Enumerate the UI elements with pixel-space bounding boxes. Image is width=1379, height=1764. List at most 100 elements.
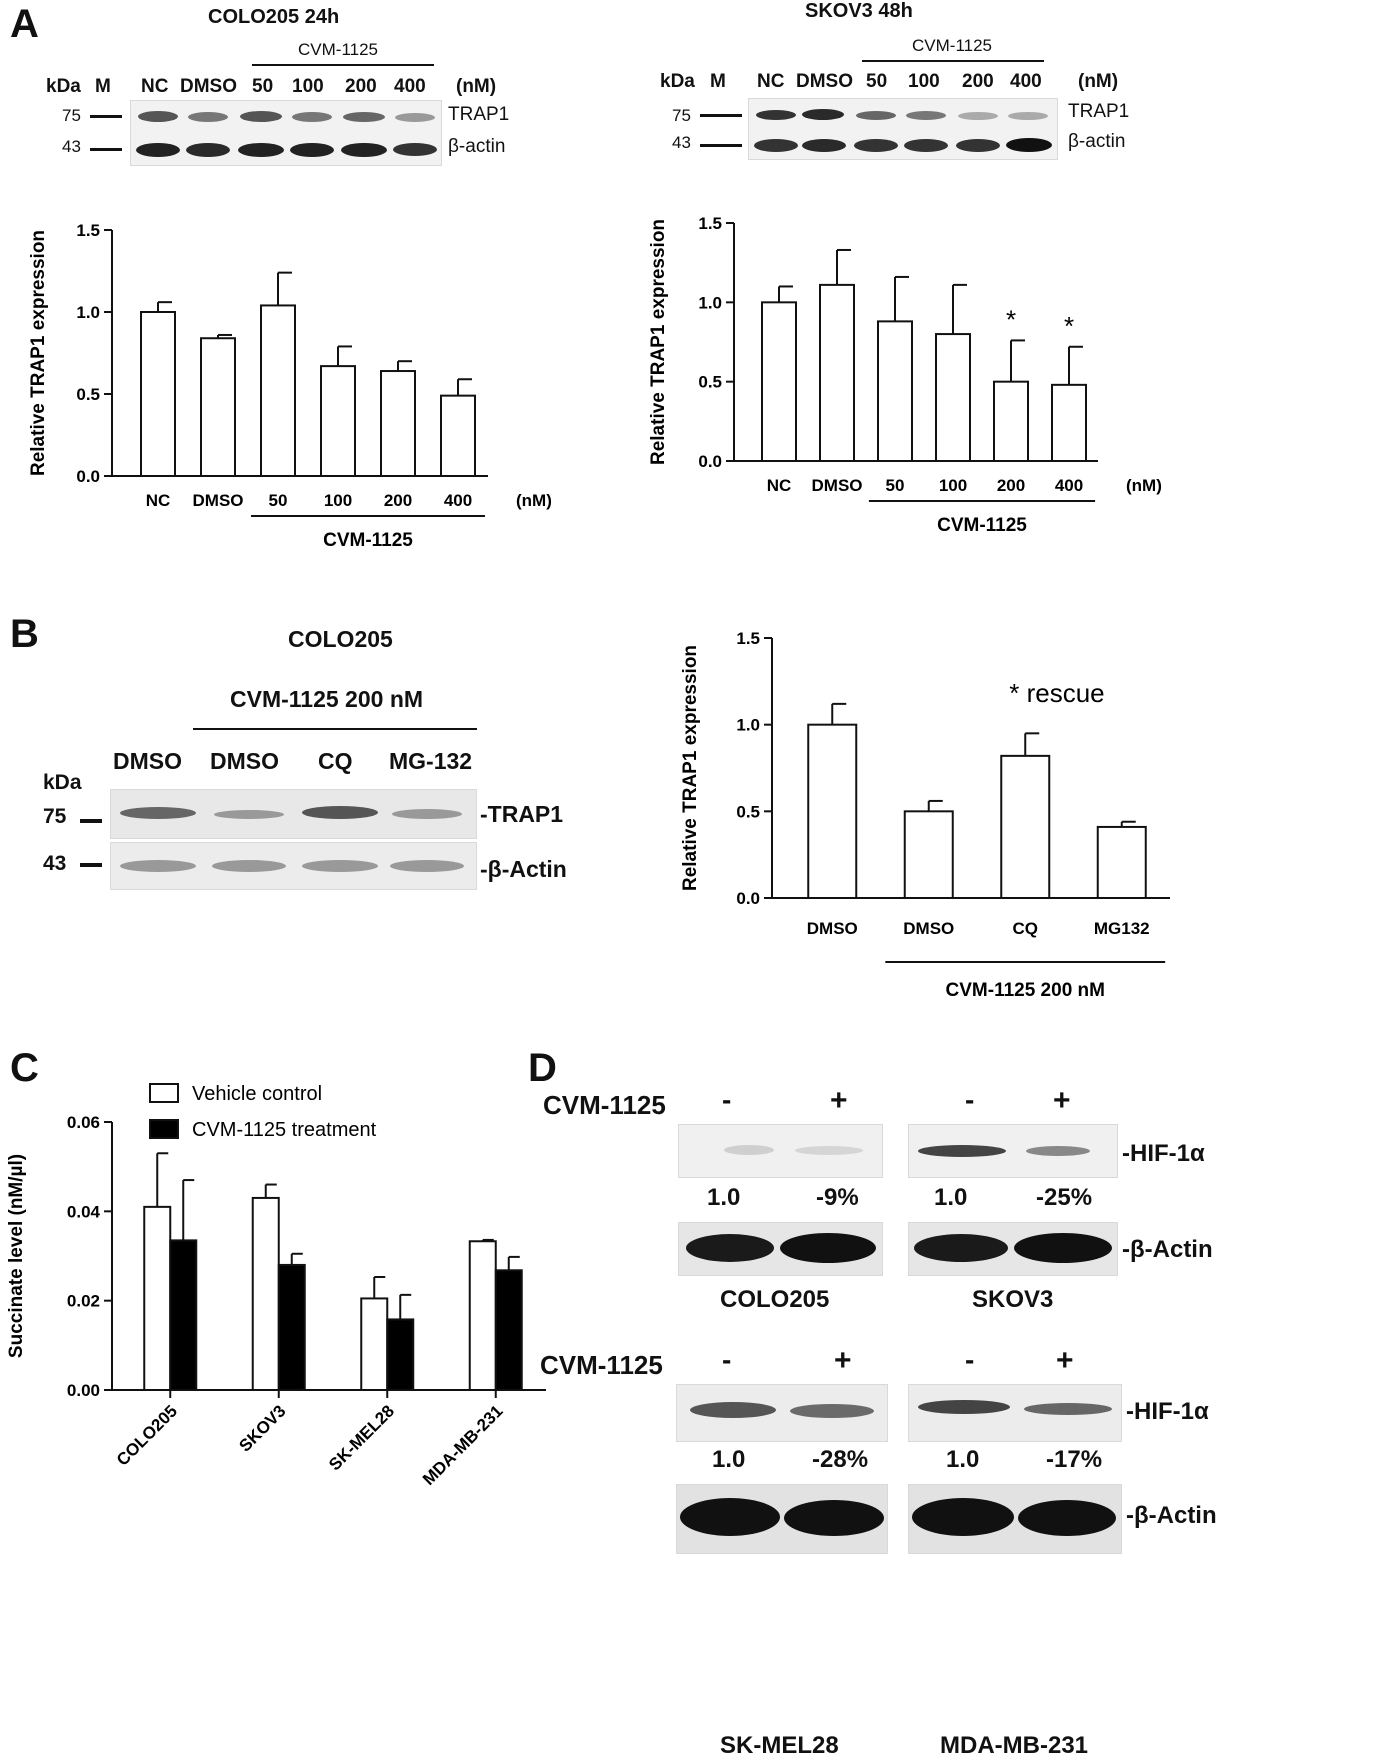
x-tick-label: 100 [939, 476, 967, 495]
band [680, 1498, 780, 1536]
marker-label: 43 [43, 852, 67, 875]
blot-membrane [130, 100, 442, 166]
bar [360, 1297, 389, 1391]
bar [320, 365, 356, 477]
x-tick-label: NC [767, 476, 792, 495]
plus-sign: + [830, 1084, 848, 1117]
minus-sign: - [722, 1344, 732, 1375]
group-label: CVM-1125 [937, 515, 1027, 536]
lane-label: MG-132 [389, 748, 473, 774]
band [186, 143, 230, 157]
band [956, 139, 1000, 152]
band [136, 143, 180, 157]
y-tick-label: 1.0 [736, 716, 760, 735]
lane-label: 400 [394, 76, 426, 97]
protein-label: β-actin [448, 136, 506, 157]
bar [251, 1196, 280, 1391]
band [212, 860, 286, 872]
bar [1051, 383, 1087, 462]
band [906, 111, 946, 120]
chart-b: 0.0 0.5 1.0 1.5 Relative TRAP1 expression DMS… [680, 629, 1170, 1001]
band [120, 860, 196, 872]
band [856, 111, 896, 120]
band [914, 1234, 1008, 1262]
lane-label: NC [757, 71, 785, 92]
band [1006, 138, 1052, 152]
marker-line [80, 819, 102, 823]
minus-sign: - [965, 1344, 975, 1375]
lane-label: kDa [46, 76, 81, 97]
lane-label: DMSO [796, 71, 853, 92]
y-tick-label: 1.5 [736, 629, 760, 648]
band [790, 1404, 874, 1418]
band [1008, 112, 1048, 120]
band [756, 110, 796, 120]
band [690, 1402, 776, 1418]
treatment-line [252, 64, 434, 66]
x-tick-label: 200 [384, 491, 412, 510]
protein-label: -β-Actin [1126, 1502, 1217, 1529]
lane-label: CQ [318, 748, 353, 774]
marker-label: 43 [62, 137, 81, 156]
band [802, 109, 844, 120]
marker-label: 43 [672, 133, 691, 152]
minus-sign: - [722, 1084, 732, 1115]
minus-sign: - [965, 1084, 975, 1115]
cell-line-label: COLO205 [720, 1286, 830, 1313]
band [120, 807, 196, 819]
band [214, 810, 284, 819]
band [958, 112, 998, 120]
quant-value: 1.0 [712, 1446, 746, 1473]
x-tick-label: NC [146, 491, 171, 510]
legend-swatch [149, 1083, 179, 1103]
marker-label: 75 [672, 106, 691, 125]
unit-label: (nM) [1126, 476, 1162, 495]
band [904, 139, 948, 152]
legend-swatch [149, 1119, 179, 1139]
band [1024, 1403, 1112, 1415]
y-tick-label: 1.0 [698, 293, 722, 312]
bar [277, 1263, 306, 1391]
bar [143, 1205, 172, 1391]
panel-letter-d: D [528, 1046, 557, 1090]
band [393, 143, 437, 156]
bar [807, 723, 858, 899]
significance-marker: * [1006, 304, 1016, 334]
bar [993, 380, 1029, 463]
band [754, 139, 798, 152]
panel-letter-a: A [10, 2, 39, 46]
marker-label: 75 [62, 106, 81, 125]
band [395, 113, 435, 122]
x-tick-label: COLO205 [113, 1401, 181, 1469]
treatment-label: CVM-1125 [543, 1090, 666, 1120]
lane-label: M [710, 71, 726, 92]
quant-value: 1.0 [934, 1184, 968, 1211]
band [912, 1498, 1014, 1536]
y-tick-label: 0.04 [67, 1202, 101, 1221]
bar [1096, 825, 1147, 899]
bar [440, 394, 476, 477]
bar [200, 337, 236, 477]
protein-label: -HIF-1α [1122, 1140, 1205, 1167]
blot-membrane [748, 98, 1058, 160]
x-tick-label: 100 [324, 491, 352, 510]
group-label: CVM-1125 [323, 530, 413, 551]
marker-line [90, 148, 122, 151]
band [784, 1500, 884, 1536]
bar [140, 311, 176, 477]
cell-line-label: SK-MEL28 [720, 1732, 839, 1759]
cell-line-label: SKOV3 [972, 1286, 1054, 1313]
band [290, 143, 334, 157]
treatment-label: CVM-1125 [298, 40, 378, 59]
bar [386, 1318, 415, 1391]
lane-label: NC [141, 76, 169, 97]
lane-label: M [95, 76, 111, 97]
y-tick-label: 0.06 [67, 1113, 100, 1132]
protein-label: -TRAP1 [480, 801, 564, 827]
y-axis-label: Relative TRAP1 expression [28, 230, 49, 476]
band [392, 809, 462, 819]
band [854, 139, 898, 152]
y-tick-label: 0.0 [736, 889, 760, 908]
lane-label: (nM) [1078, 71, 1119, 92]
bar [819, 283, 855, 462]
